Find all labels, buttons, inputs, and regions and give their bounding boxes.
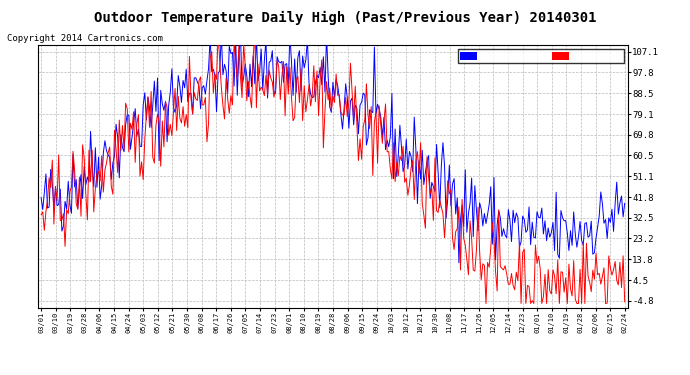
- Text: Outdoor Temperature Daily High (Past/Previous Year) 20140301: Outdoor Temperature Daily High (Past/Pre…: [94, 11, 596, 26]
- Text: Copyright 2014 Cartronics.com: Copyright 2014 Cartronics.com: [7, 34, 163, 43]
- Legend: Previous  (°F), Past  (°F): Previous (°F), Past (°F): [458, 49, 624, 63]
